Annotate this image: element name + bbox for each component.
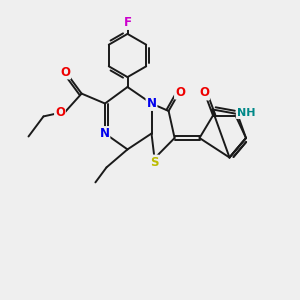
Text: O: O [199,86,209,100]
Text: O: O [175,85,185,99]
Text: NH: NH [237,108,255,118]
Text: O: O [55,106,65,119]
Text: S: S [150,155,158,169]
Text: F: F [124,16,131,29]
Text: O: O [60,65,70,79]
Text: N: N [146,97,157,110]
Text: N: N [99,127,110,140]
